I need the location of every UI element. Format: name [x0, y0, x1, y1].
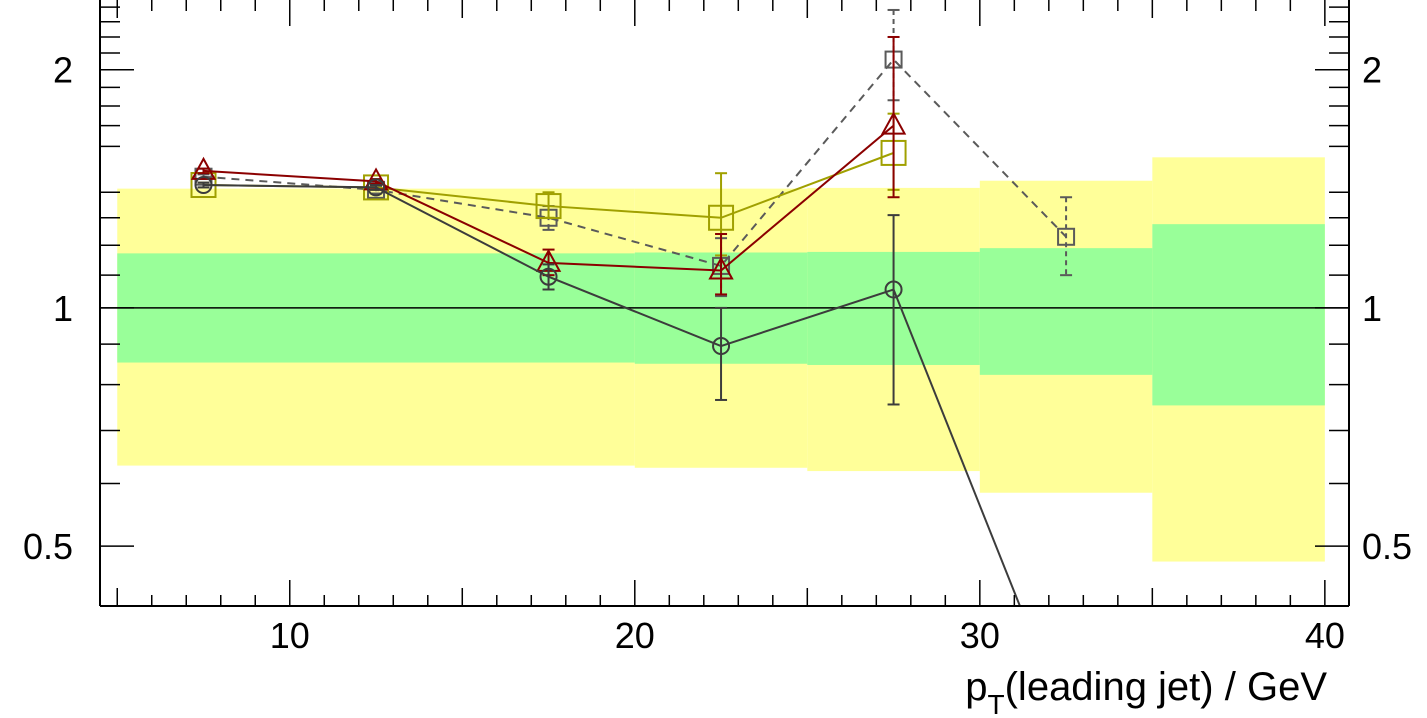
tick-labels: 10 20 30 40 0.5 0.5 1 1 2 2: [23, 50, 1412, 656]
circle-marker: [194, 176, 213, 195]
x-axis-title-subscript: T: [988, 689, 1005, 718]
y-tick-label-left: 1: [53, 288, 73, 329]
x-axis-title-rest: (leading jet) / GeV: [1005, 665, 1328, 709]
series-line: [203, 184, 1021, 606]
x-tick-label: 10: [270, 615, 310, 656]
x-tick-label: 40: [1305, 615, 1345, 656]
circle-marker: [367, 178, 386, 197]
circle-marker: [884, 280, 903, 299]
circle-marker: [539, 267, 558, 286]
x-tick-label: 30: [960, 615, 1000, 656]
band-inner-bin: [979, 248, 1153, 375]
circle-marker: [712, 337, 731, 356]
y-tick-label-left: 2: [53, 50, 73, 91]
square-marker: [708, 204, 735, 231]
data-series: [190, 8, 1076, 606]
triangle-marker: [880, 111, 907, 135]
axes-frame: [99, 0, 1350, 607]
y-tick-label-left: 0.5: [23, 526, 73, 567]
series-3: [194, 176, 1021, 606]
y-tick-label-right: 1: [1362, 288, 1382, 329]
triangle-marker: [190, 156, 217, 180]
square-marker: [535, 193, 562, 220]
square-marker: [1057, 227, 1076, 246]
triangle-marker: [708, 256, 734, 280]
x-tick-label: 20: [615, 615, 655, 656]
y-tick-label-right: 0.5: [1362, 526, 1412, 567]
series-2: [190, 35, 907, 296]
x-axis-title: pT(leading jet) / GeV: [965, 665, 1327, 718]
x-axis-title-main: p: [965, 665, 987, 709]
band-inner-bin: [1152, 224, 1325, 406]
y-tick-label-right: 2: [1362, 50, 1382, 91]
